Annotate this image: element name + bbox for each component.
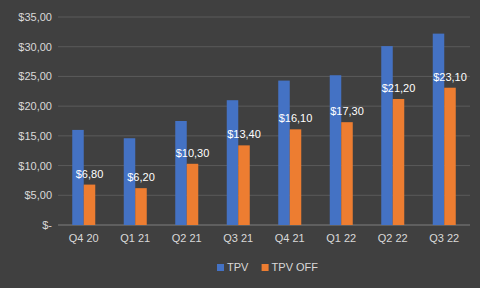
bar xyxy=(238,145,250,225)
x-tick-label: Q1 21 xyxy=(120,232,150,244)
data-label: $17,30 xyxy=(330,105,364,117)
bar xyxy=(433,34,445,225)
grid-line xyxy=(58,165,470,166)
y-tick-label: $30,00 xyxy=(18,41,52,53)
bar xyxy=(381,46,393,225)
data-label: $16,10 xyxy=(279,112,313,124)
data-label: $23,10 xyxy=(433,71,467,83)
legend-label: TPV OFF xyxy=(272,261,319,273)
grid-line xyxy=(58,225,470,226)
bars xyxy=(72,34,456,225)
bar xyxy=(187,164,199,225)
x-tick-label: Q4 20 xyxy=(69,232,99,244)
bar xyxy=(330,75,342,225)
x-tick-label: Q1 22 xyxy=(326,232,356,244)
x-tick-label: Q3 22 xyxy=(429,232,459,244)
bar xyxy=(175,121,187,225)
legend-label: TPV xyxy=(227,261,249,273)
legend-swatch xyxy=(217,264,224,271)
bar xyxy=(84,185,96,225)
x-tick-label: Q3 21 xyxy=(223,232,253,244)
data-label: $10,30 xyxy=(176,147,210,159)
bar xyxy=(290,129,302,225)
grid-line xyxy=(58,195,470,196)
y-tick-label: $- xyxy=(42,219,52,231)
x-tick-label: Q2 21 xyxy=(172,232,202,244)
bar xyxy=(227,100,239,225)
y-tick-label: $20,00 xyxy=(18,100,52,112)
y-tick-label: $25,00 xyxy=(18,70,52,82)
grid-line xyxy=(58,135,470,136)
bar xyxy=(135,188,147,225)
bar xyxy=(444,88,456,225)
legend: TPV TPV OFF xyxy=(217,261,318,273)
data-label: $6,20 xyxy=(127,171,155,183)
legend-swatch xyxy=(262,264,269,271)
data-labels: $6,80 $6,20 $10,30 $13,40 $16,10 $17,30 $21,20… xyxy=(76,71,467,183)
x-tick-label: Q2 22 xyxy=(378,232,408,244)
y-tick-label: $5,00 xyxy=(24,189,52,201)
y-tick-label: $35,00 xyxy=(18,11,52,23)
grid-line xyxy=(58,46,470,47)
grid-line xyxy=(58,106,470,107)
grid-line xyxy=(58,17,470,18)
grid-line xyxy=(58,76,470,77)
x-tick-label: Q4 21 xyxy=(275,232,305,244)
data-label: $13,40 xyxy=(227,128,261,140)
y-tick-label: $10,00 xyxy=(18,160,52,172)
bar xyxy=(278,81,290,225)
background xyxy=(0,0,480,288)
bar xyxy=(341,122,353,225)
data-label: $21,20 xyxy=(382,82,416,94)
bar xyxy=(393,99,405,225)
data-label: $6,80 xyxy=(76,168,104,180)
y-tick-label: $15,00 xyxy=(18,130,52,142)
